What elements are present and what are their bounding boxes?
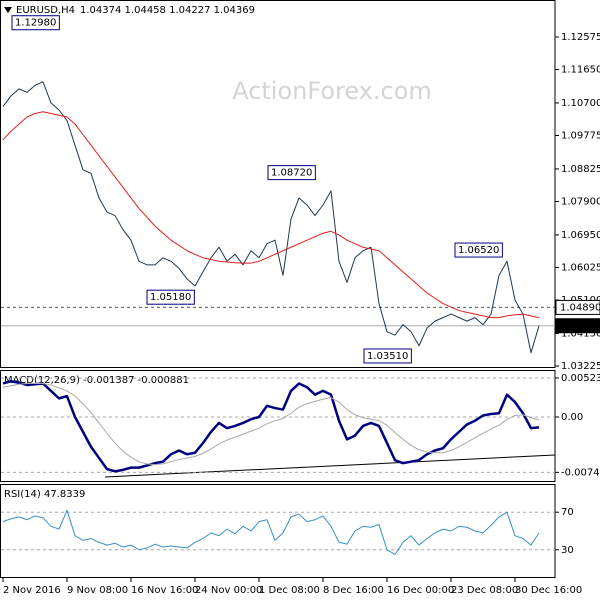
y-tick-label: 70: [561, 507, 574, 518]
x-tick-label: 16 Dec 00:00: [387, 585, 454, 596]
panel: [0, 484, 556, 578]
level-label: 1.04890: [560, 302, 600, 313]
annotation-label: 1.03510: [367, 351, 408, 362]
panel-title: RSI(14) 47.8339: [4, 489, 85, 500]
panel-title: EURUSD,H4: [16, 5, 75, 16]
series-line: [2, 81, 540, 354]
watermark: ActionForex.com: [232, 77, 432, 105]
panel: [0, 0, 556, 368]
series-line: [2, 509, 540, 555]
series-line: [2, 382, 540, 466]
y-tick-label: 1.03225: [561, 361, 600, 372]
x-tick-label: 24 Nov 00:00: [195, 585, 262, 596]
menu-triangle: [4, 7, 12, 13]
series-line: [2, 111, 540, 319]
annotation-box: [363, 348, 412, 364]
x-tick-label: 8 Dec 16:00: [323, 585, 384, 596]
trend-line: [104, 454, 556, 478]
annotation-label: 1.12980: [15, 18, 56, 29]
annotation-box: [267, 165, 316, 181]
panel: [0, 370, 556, 482]
x-tick-label: 30 Dec 16:00: [515, 585, 582, 596]
y-tick-label: -0.007433: [561, 467, 600, 478]
annotation-label: 1.06520: [458, 245, 499, 256]
y-tick-label: 1.04150: [561, 328, 600, 339]
x-tick-label: 23 Dec 08:00: [451, 585, 518, 596]
annotation-box: [454, 242, 503, 258]
y-tick-label: 0.00: [561, 412, 583, 423]
level-box: [555, 299, 600, 315]
y-tick-label: 1.08825: [561, 164, 600, 175]
y-tick-label: 1.12575: [561, 32, 600, 43]
y-tick-label: 1.07900: [561, 196, 600, 207]
y-tick-label: 0.005239: [561, 373, 600, 384]
panel-subtitle: 1.04374 1.04458 1.04227 1.04369: [80, 5, 255, 16]
x-tick-label: 16 Nov 16:00: [131, 585, 198, 596]
annotation-box: [146, 289, 195, 305]
x-tick-label: 9 Nov 08:00: [67, 585, 128, 596]
annotation-label: 1.08720: [271, 168, 312, 179]
annotation-label: 1.05180: [150, 292, 191, 303]
y-tick-label: 1.10700: [561, 98, 600, 109]
y-tick-label: 1.09775: [561, 131, 600, 142]
panel-title: MACD(12,26,9) -0.001387 -0.000881: [4, 375, 189, 386]
annotation-box: [11, 15, 60, 31]
level-box: [555, 318, 600, 334]
y-tick-label: 1.11650: [561, 65, 600, 76]
y-tick-label: 1.06950: [561, 230, 600, 241]
level-label: 1.04369: [560, 321, 600, 332]
series-line: [2, 379, 540, 473]
x-tick-label: 2 Nov 2016: [3, 585, 61, 596]
y-tick-label: 1.06025: [561, 262, 600, 273]
x-tick-label: 1 Dec 08:00: [259, 585, 320, 596]
y-tick-label: 30: [561, 545, 574, 556]
